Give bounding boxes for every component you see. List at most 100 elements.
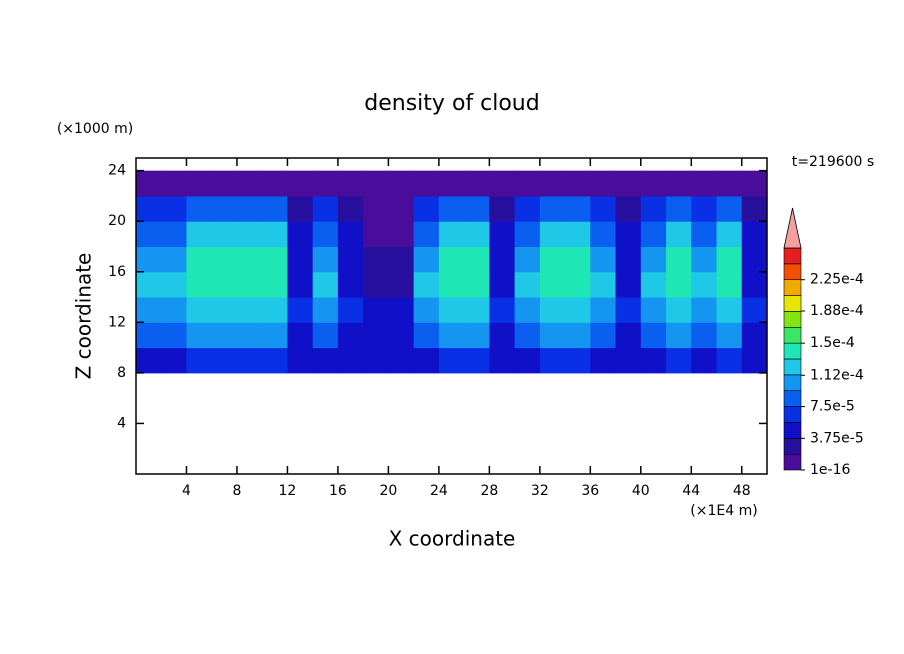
contour-cell [615, 322, 642, 349]
contour-cell [615, 195, 642, 222]
contour-cell [337, 271, 364, 298]
contour-cell [211, 322, 238, 349]
contour-cell [615, 297, 642, 323]
contour-cell [211, 246, 238, 273]
contour-cell [287, 347, 314, 374]
contour-cell [337, 347, 364, 374]
contour-cell [716, 271, 743, 298]
y-unit: (×1000 m) [57, 121, 133, 137]
contour-cell [211, 271, 238, 298]
contour-cell [741, 271, 768, 298]
contour-cell [741, 246, 768, 273]
contour-cell [666, 246, 692, 273]
contour-cell [514, 170, 541, 197]
contour-cell [236, 271, 263, 298]
x-tick-label: 36 [581, 483, 599, 499]
contour-cell [666, 195, 692, 222]
x-axis-label: X coordinate [389, 527, 516, 551]
contour-cell [161, 347, 187, 374]
contour-cell [489, 297, 516, 323]
x-tick-label: 8 [232, 483, 241, 499]
contour-cell [262, 322, 288, 349]
contour-cell [640, 297, 667, 323]
contour-cell [539, 170, 566, 197]
contour-cell [464, 271, 490, 298]
contour-cell [590, 347, 617, 374]
contour-cell [716, 221, 743, 247]
colorbar-box [783, 453, 802, 471]
contour-cell [489, 322, 516, 349]
contour-cell [640, 195, 667, 222]
contour-cell [136, 246, 162, 273]
x-tick-label: 28 [480, 483, 498, 499]
contour-cell [615, 221, 642, 247]
contour-cell [363, 195, 389, 222]
contour-cell [337, 297, 364, 323]
contour-cell [489, 221, 516, 247]
contour-cell [136, 195, 162, 222]
contour-cell [666, 347, 692, 374]
contour-cell [514, 221, 541, 247]
contour-cell [716, 297, 743, 323]
contour-cell [413, 322, 440, 349]
contour-cell [615, 271, 642, 298]
plot-frame [135, 157, 768, 475]
contour-cell [337, 170, 364, 197]
contour-cell [287, 221, 314, 247]
contour-cell [388, 195, 415, 222]
contour-cell [565, 322, 591, 349]
contour-cell [388, 221, 415, 247]
contour-cell [262, 297, 288, 323]
contour-cell [438, 170, 465, 197]
colorbar-tick-label: 2.25e-4 [810, 272, 864, 288]
x-tick-label: 48 [733, 483, 751, 499]
contour-cell [262, 271, 288, 298]
contour-cell [716, 246, 743, 273]
contour-cell [186, 221, 213, 247]
contour-cell [186, 195, 213, 222]
contour-cell [262, 221, 288, 247]
x-tick-label: 4 [182, 483, 191, 499]
colorbar-overflow [783, 207, 802, 249]
contour-cell [262, 246, 288, 273]
colorbar-box [783, 326, 802, 344]
x-tick-label: 16 [329, 483, 347, 499]
contour-cell [211, 297, 238, 323]
y-tick-label: 16 [108, 264, 126, 280]
contour-cell [438, 297, 465, 323]
contour-cell [539, 271, 566, 298]
contour-cell [287, 195, 314, 222]
y-tick-label: 4 [117, 415, 126, 431]
contour-cell [388, 246, 415, 273]
contour-cell [388, 322, 415, 349]
contour-cell [590, 170, 617, 197]
contour-cell [691, 221, 718, 247]
contour-cell [590, 271, 617, 298]
contour-cell [565, 246, 591, 273]
contour-cell [640, 170, 667, 197]
colorbar-tick-label: 7.5e-5 [810, 399, 855, 415]
y-tick-label: 8 [117, 365, 126, 381]
contour-cell [590, 221, 617, 247]
contour-cell [262, 170, 288, 197]
time-annotation: t=219600 s [792, 154, 874, 170]
contour-cell [590, 246, 617, 273]
contour-cell [565, 347, 591, 374]
contour-cell [514, 246, 541, 273]
contour-cell [741, 221, 768, 247]
contour-cell [136, 221, 162, 247]
contour-cell [691, 297, 718, 323]
contour-cell [640, 271, 667, 298]
contour-cell [413, 246, 440, 273]
x-tick-label: 40 [632, 483, 650, 499]
contour-cell [136, 297, 162, 323]
contour-cell [337, 246, 364, 273]
x-tick-label: 44 [682, 483, 700, 499]
contour-cell [741, 170, 768, 197]
contour-cell [388, 347, 415, 374]
contour-cell [211, 170, 238, 197]
contour-cell [438, 322, 465, 349]
contour-cell [539, 347, 566, 374]
contour-cell [514, 195, 541, 222]
